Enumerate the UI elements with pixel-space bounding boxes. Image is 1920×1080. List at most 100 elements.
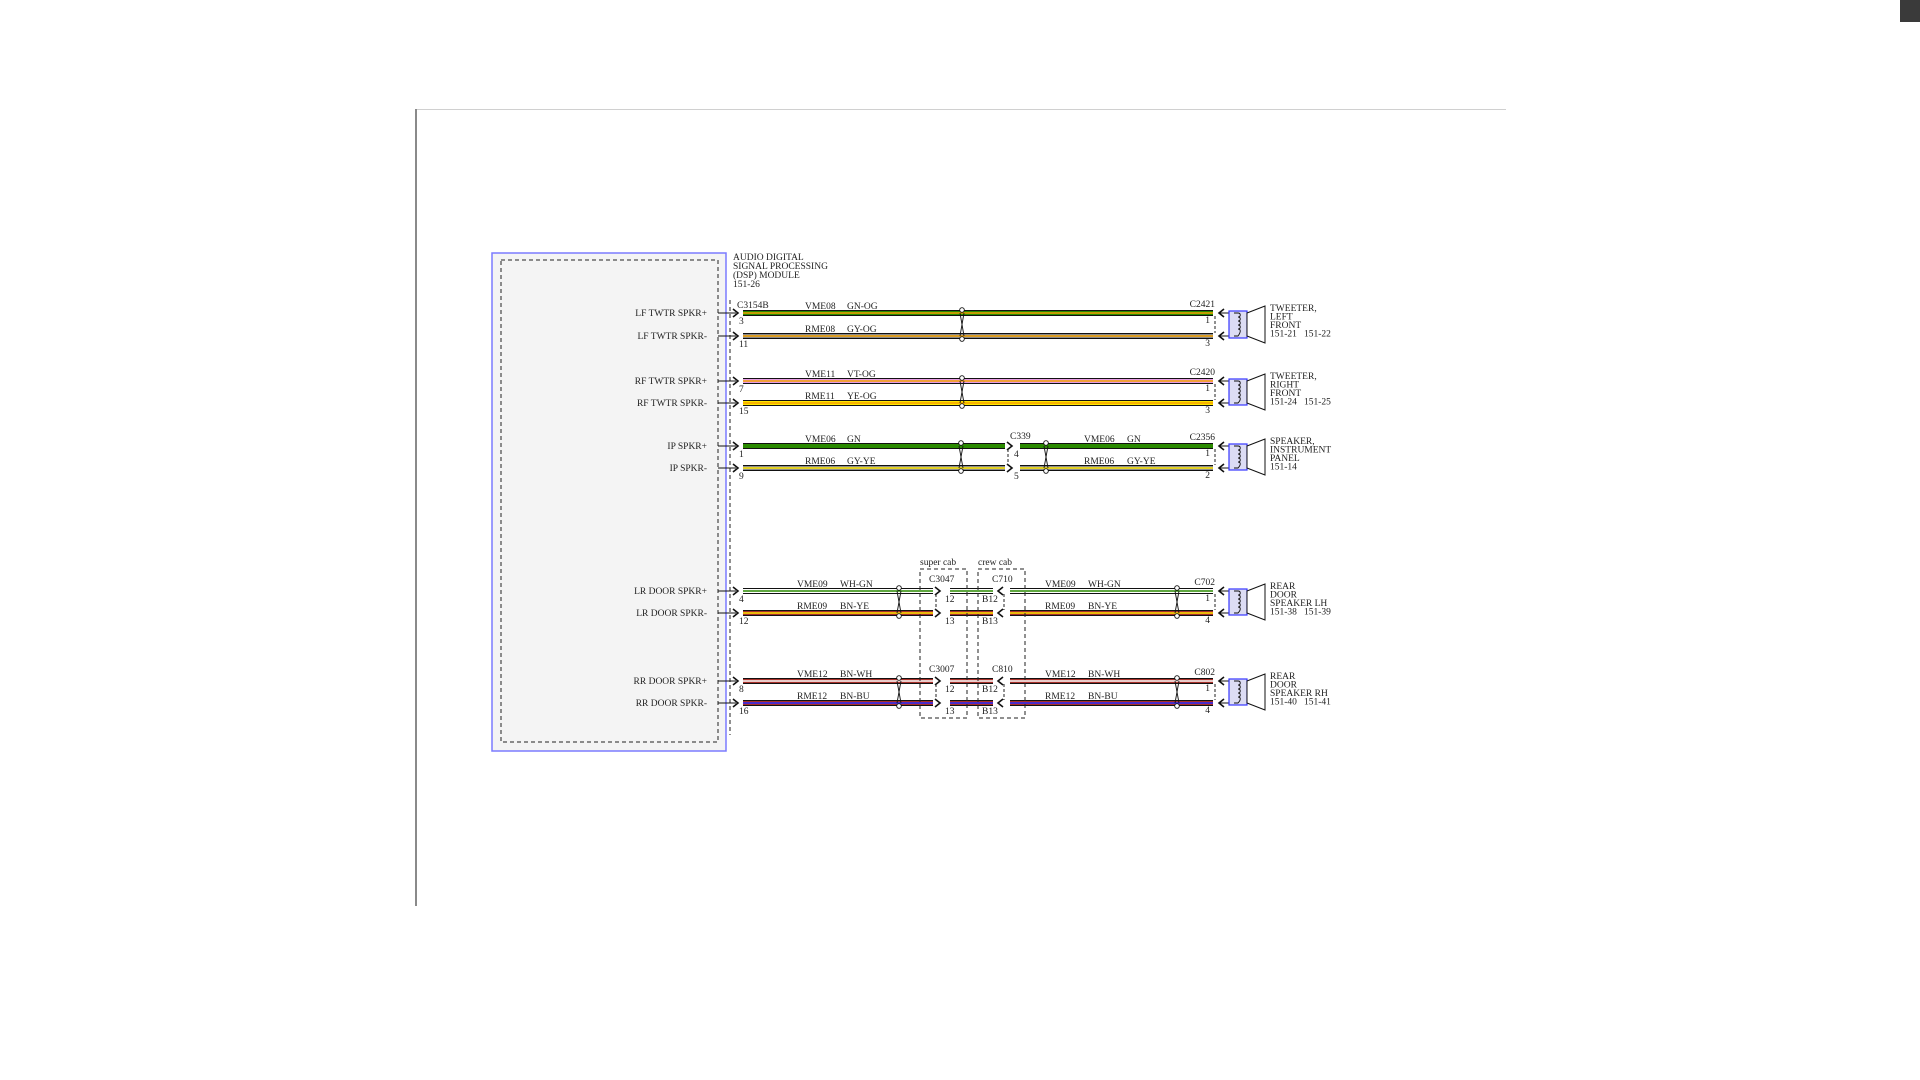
module-pin-number: 7	[739, 385, 744, 395]
circuit-number: VME08	[805, 302, 836, 312]
crew-cab-box	[977, 568, 1026, 719]
device-name-line: DOOR	[1270, 681, 1298, 691]
pin-function-label: RR DOOR SPKR-	[636, 699, 707, 709]
arrow-right-icon	[732, 463, 740, 473]
module-pin-number: 9	[739, 472, 744, 482]
device-page-ref: 151-21	[1270, 330, 1297, 340]
arrow-right-icon	[732, 308, 740, 318]
super-cab-box	[919, 568, 968, 719]
pin-function-label: IP SPKR+	[667, 442, 707, 452]
circuit-number: RME12	[797, 692, 827, 702]
device-pin-number: 1	[1205, 316, 1210, 326]
twisted-pair-icon	[896, 703, 902, 709]
wire-color-code: GY-OG	[847, 325, 877, 335]
twisted-pair-icon	[896, 613, 902, 619]
device-pin-number: 4	[1205, 616, 1210, 626]
speaker-cone-icon	[1246, 438, 1266, 476]
crew-cab-connector-label: C710	[992, 575, 1013, 585]
speaker-cone-icon	[1246, 583, 1266, 621]
arrow-right-icon	[934, 586, 942, 596]
page-left-edge	[415, 109, 417, 906]
crew-cab-pin-number: B12	[982, 685, 998, 695]
arrow-left-icon	[996, 608, 1004, 618]
device-name-line: SPEAKER,	[1270, 437, 1315, 447]
wire-color-code: GY-YE	[847, 457, 876, 467]
crew-cab-pin-number: B13	[982, 707, 998, 717]
module-connector-label: C3154B	[737, 301, 769, 311]
device-name-line: TWEETER,	[1270, 304, 1317, 314]
speaker-coil-icon	[1234, 380, 1241, 404]
window-corner-control[interactable]	[1900, 0, 1920, 22]
device-page-ref: 151-41	[1304, 698, 1331, 708]
module-pin-number: 16	[739, 707, 749, 717]
arrow-right-icon	[732, 376, 740, 386]
twisted-pair-icon	[959, 380, 965, 404]
arrow-right-icon	[732, 398, 740, 408]
twisted-pair-icon	[1043, 468, 1049, 474]
twisted-pair-icon	[1174, 703, 1180, 709]
circuit-number: VME12	[797, 670, 828, 680]
circuit-number: VME09	[797, 580, 828, 590]
arrow-right-icon	[732, 608, 740, 618]
module-pin-number: 12	[739, 617, 749, 627]
pin-function-label: LF TWTR SPKR+	[635, 309, 707, 319]
arrow-right-icon	[934, 676, 942, 686]
twisted-pair-icon	[1043, 445, 1049, 469]
twisted-pair-icon	[1174, 613, 1180, 619]
wire-color-code: WH-GN	[1088, 580, 1121, 590]
twisted-pair-icon	[896, 680, 902, 704]
pin-function-label: RF TWTR SPKR-	[637, 399, 707, 409]
wire-color-code: BN-YE	[1088, 602, 1117, 612]
module-title-line: AUDIO DIGITAL	[733, 253, 804, 263]
device-pin-number: 3	[1205, 339, 1210, 349]
module-title-line: (DSP) MODULE	[733, 270, 800, 281]
device-pin-number: 1	[1205, 449, 1210, 459]
module-pin-number: 4	[739, 595, 744, 605]
arrow-left-icon	[996, 676, 1004, 686]
speaker-coil-icon	[1234, 312, 1241, 337]
module-pin-number: 11	[739, 340, 748, 350]
arrow-right-icon	[732, 586, 740, 596]
device-connector-label: C2356	[1190, 433, 1216, 443]
wire-color-code: BN-YE	[840, 602, 869, 612]
circuit-number: VME11	[805, 370, 836, 380]
super-cab-pin-number: 13	[945, 707, 955, 717]
device-name-line: SPEAKER LH	[1270, 599, 1327, 609]
inline-pin-number: 4	[1014, 450, 1019, 460]
wire-color-code: WH-GN	[840, 580, 873, 590]
speaker-cone-icon	[1246, 373, 1266, 411]
speaker-coil-box	[1228, 443, 1248, 471]
arrow-right-icon	[1006, 463, 1014, 473]
twisted-pair-icon	[1174, 675, 1180, 681]
module-ref: 151-26	[733, 280, 760, 290]
twisted-pair-icon	[958, 440, 964, 446]
wire-color-code: BN-BU	[840, 692, 870, 702]
circuit-number: VME06	[1084, 435, 1115, 445]
dsp-module-box	[491, 252, 727, 752]
twisted-pair-icon	[1174, 585, 1180, 591]
twisted-pair-icon	[1174, 680, 1180, 704]
module-pin-number: 15	[739, 407, 749, 417]
device-connector-label: C702	[1194, 578, 1215, 588]
arrow-right-icon	[732, 441, 740, 451]
device-page-ref: 151-40	[1270, 698, 1297, 708]
circuit-number: RME08	[805, 325, 835, 335]
device-name-line: FRONT	[1270, 389, 1301, 399]
super-cab-pin-number: 12	[945, 595, 955, 605]
circuit-number: RME09	[1045, 602, 1075, 612]
twisted-pair-icon	[959, 375, 965, 381]
speaker-coil-box	[1228, 678, 1248, 706]
circuit-number: RME11	[805, 392, 835, 402]
speaker-coil-icon	[1234, 680, 1241, 704]
device-pin-number: 1	[1205, 684, 1210, 694]
wire-color-code: GN-OG	[847, 302, 878, 312]
pin-function-label: LF TWTR SPKR-	[637, 332, 707, 342]
device-pin-number: 1	[1205, 594, 1210, 604]
wire-color-code: GN	[1127, 435, 1141, 445]
inline-connector-label: C339	[1010, 432, 1031, 442]
twisted-pair-icon	[958, 468, 964, 474]
twisted-pair-icon	[896, 585, 902, 591]
circuit-number: RME06	[805, 457, 835, 467]
arrow-right-icon	[732, 698, 740, 708]
pin-function-label: LR DOOR SPKR+	[634, 587, 707, 597]
